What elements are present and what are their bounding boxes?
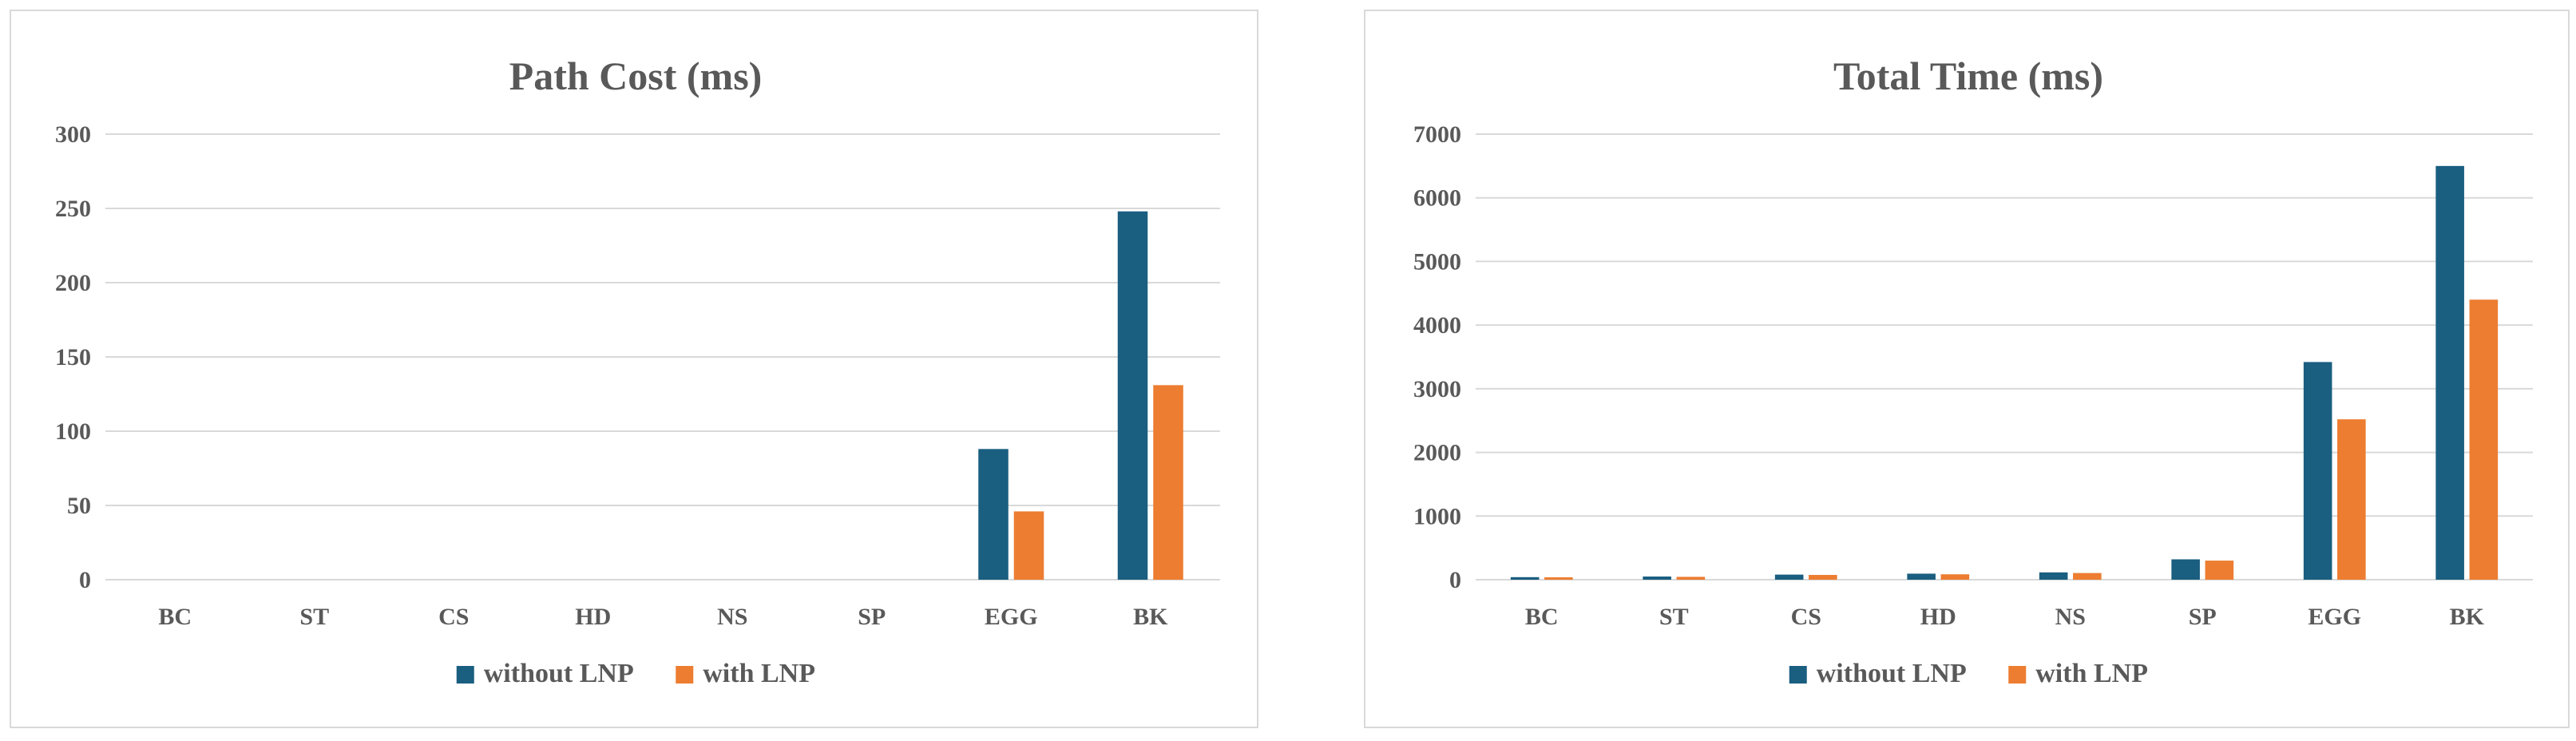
bar-with-lnp-hd [1940, 574, 1970, 580]
bar-without-lnp-egg [978, 449, 1009, 580]
bar-without-lnp-egg [2303, 362, 2332, 580]
y-tick-label: 250 [55, 196, 91, 222]
bar-without-lnp-sp [2171, 559, 2200, 580]
x-category-label: BC [158, 604, 192, 630]
bar-with-lnp-bc [1544, 577, 1573, 580]
y-tick-label: 1000 [1413, 503, 1461, 529]
y-tick-label: 200 [55, 270, 91, 296]
path-cost-chart-svg: Path Cost (ms) 0 50 100 150 200 250 300 BC ST CS HD… [55, 53, 1220, 688]
bar-without-lnp-bk [2435, 165, 2464, 580]
x-category-label: BK [2450, 604, 2485, 630]
y-tick-label: 7000 [1413, 121, 1461, 148]
chart-title: Total Time (ms) [1833, 53, 2103, 98]
legend-label: with LNP [2035, 659, 2148, 688]
legend-item-without-lnp: without LNP [456, 659, 634, 688]
bar-with-lnp-ns [2073, 573, 2102, 580]
y-tick-label: 2000 [1413, 440, 1461, 466]
bar-with-lnp-sp [2205, 561, 2234, 580]
chart-title: Path Cost (ms) [509, 53, 763, 98]
x-category-label: CS [1791, 604, 1821, 630]
y-tick-label: 50 [67, 493, 91, 519]
y-tick-label: 0 [79, 567, 91, 593]
x-category-label: EGG [985, 604, 1038, 630]
x-category-label: BC [1525, 604, 1559, 630]
path-cost-chart: Path Cost (ms) 0 50 100 150 200 250 300 BC ST CS HD… [10, 10, 1258, 728]
bar-with-lnp-st [1676, 577, 1706, 580]
legend-swatch [676, 666, 694, 684]
legend-item-with-lnp: with LNP [2008, 659, 2148, 688]
legend-item-without-lnp: without LNP [1789, 659, 1967, 688]
y-tick-label: 150 [55, 344, 91, 370]
y-tick-label: 0 [1449, 567, 1461, 593]
y-tick-label: 300 [55, 121, 91, 148]
x-category-label: NS [717, 604, 747, 630]
legend-label: without LNP [484, 659, 634, 688]
y-tick-label: 3000 [1413, 376, 1461, 402]
x-category-label: HD [1920, 604, 1956, 630]
bar-without-lnp-bk [1117, 211, 1148, 580]
bar-with-lnp-bk [2469, 299, 2499, 580]
x-category-label: HD [575, 604, 611, 630]
bar-without-lnp-ns [2039, 572, 2068, 580]
y-tick-label: 6000 [1413, 185, 1461, 212]
bar-with-lnp-cs [1809, 575, 1837, 580]
y-tick-label: 5000 [1413, 248, 1461, 275]
total-time-chart: Total Time (ms) 0 1000 2000 3000 4000 5000 6000… [1364, 10, 2570, 728]
bar-with-lnp-egg [1013, 511, 1044, 580]
bar-without-lnp-cs [1774, 574, 1804, 580]
x-category-label: SP [2189, 604, 2217, 630]
y-tick-label: 4000 [1413, 312, 1461, 339]
bar-without-lnp-hd [1907, 573, 1936, 580]
legend-swatch [456, 666, 474, 684]
x-category-label: CS [438, 604, 469, 630]
bar-with-lnp-bk [1153, 385, 1183, 580]
bar-without-lnp-st [1643, 577, 1671, 580]
bar-with-lnp-egg [2337, 419, 2366, 580]
total-time-chart-svg: Total Time (ms) 0 1000 2000 3000 4000 5000 6000… [1413, 53, 2533, 688]
legend-label: with LNP [703, 659, 815, 688]
bar-without-lnp-bc [1510, 577, 1540, 580]
x-category-label: SP [858, 604, 886, 630]
y-tick-label: 100 [55, 418, 91, 445]
legend-swatch [2008, 666, 2027, 684]
x-category-label: NS [2055, 604, 2086, 630]
legend-swatch [1789, 666, 1807, 684]
legend-item-with-lnp: with LNP [676, 659, 815, 688]
legend-label: without LNP [1817, 659, 1967, 688]
x-category-label: ST [299, 604, 329, 630]
x-category-label: EGG [2308, 604, 2361, 630]
x-category-label: ST [1659, 604, 1689, 630]
x-category-label: BK [1133, 604, 1168, 630]
